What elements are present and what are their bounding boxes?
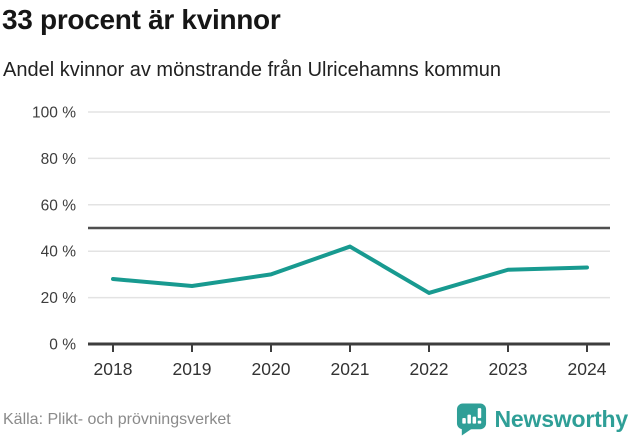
svg-text:80 %: 80 % bbox=[41, 151, 77, 168]
source-text: Källa: Plikt- och prövningsverket bbox=[3, 411, 231, 428]
chart-subtitle: Andel kvinnor av mönstrande från Ulriceh… bbox=[3, 59, 501, 81]
svg-text:40 %: 40 % bbox=[41, 244, 77, 261]
chart-title: 33 procent är kvinnor bbox=[2, 4, 281, 35]
svg-text:2021: 2021 bbox=[331, 359, 370, 379]
svg-text:2022: 2022 bbox=[410, 359, 449, 379]
svg-text:2020: 2020 bbox=[252, 359, 291, 379]
svg-text:60 %: 60 % bbox=[41, 197, 77, 214]
svg-text:0 %: 0 % bbox=[49, 337, 76, 354]
newsworthy-logo: Newsworthy bbox=[456, 402, 628, 437]
svg-text:20 %: 20 % bbox=[41, 290, 77, 307]
svg-text:2024: 2024 bbox=[568, 359, 607, 379]
newsworthy-wordmark: Newsworthy bbox=[494, 406, 629, 432]
svg-text:100 %: 100 % bbox=[32, 105, 76, 122]
svg-text:2019: 2019 bbox=[173, 359, 212, 379]
svg-text:2023: 2023 bbox=[489, 359, 528, 379]
newsworthy-bubble-chart-icon bbox=[456, 403, 486, 436]
svg-text:2018: 2018 bbox=[94, 359, 133, 379]
